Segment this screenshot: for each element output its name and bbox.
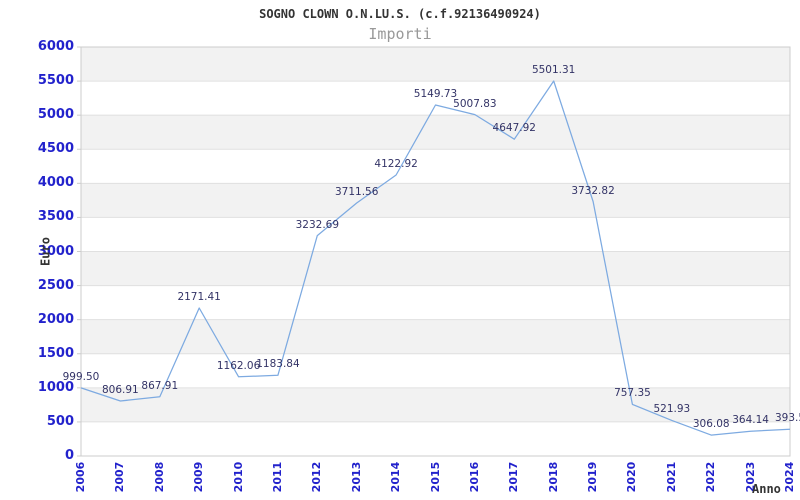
y-tick-label: 2000 <box>37 311 74 327</box>
data-label: 5501.31 <box>531 63 576 76</box>
x-tick-label: 2013 <box>349 461 363 493</box>
data-label: 757.35 <box>614 387 651 400</box>
data-label: 2171.41 <box>177 290 221 303</box>
y-tick-label: 3000 <box>37 243 74 259</box>
chart-title: SOGNO CLOWN O.N.LU.S. (c.f.92136490924) <box>259 7 541 21</box>
data-label: 521.93 <box>653 403 691 416</box>
grid-band <box>81 115 790 150</box>
x-tick-label: 2021 <box>664 461 678 493</box>
data-label: 3232.69 <box>295 218 340 231</box>
x-tick-label: 2016 <box>467 461 481 493</box>
y-tick-label: 6000 <box>37 39 74 54</box>
grid-band <box>81 387 790 422</box>
x-tick-label: 2009 <box>192 461 206 493</box>
grid-band <box>81 319 790 354</box>
x-tick-label: 2007 <box>113 461 127 493</box>
data-label: 4122.92 <box>374 157 418 170</box>
y-tick-label: 2500 <box>37 277 74 293</box>
chart-subtitle: Importi <box>368 25 432 43</box>
data-label: 999.50 <box>62 370 100 383</box>
x-tick-label: 2008 <box>152 461 166 493</box>
x-tick-label: 2020 <box>625 461 639 493</box>
x-tick-label: 2015 <box>428 461 442 493</box>
y-tick-label: 3500 <box>37 209 74 225</box>
data-label: 3732.82 <box>571 184 615 197</box>
data-label: 4647.92 <box>492 122 536 135</box>
y-tick-label: 1000 <box>37 379 74 395</box>
y-tick-label: 500 <box>46 413 74 429</box>
y-tick-label: 1500 <box>37 345 74 361</box>
data-label: 1162.06 <box>216 359 261 372</box>
grid-band <box>81 183 790 218</box>
y-axis-title: Euro <box>38 237 53 266</box>
data-label: 5149.73 <box>413 87 458 100</box>
data-label: 1183.84 <box>256 358 300 371</box>
x-tick-label: 2010 <box>231 461 245 493</box>
y-tick-label: 5000 <box>37 107 74 123</box>
data-label: 306.08 <box>692 418 730 431</box>
x-axis-title: Anno <box>752 482 781 496</box>
x-tick-label: 2019 <box>586 461 600 493</box>
x-tick-label: 2012 <box>310 461 324 493</box>
x-tick-label: 2011 <box>270 461 284 493</box>
x-tick-label: 2017 <box>507 461 521 493</box>
y-tick-label: 4500 <box>37 141 74 157</box>
data-label: 5007.83 <box>453 97 497 110</box>
y-tick-label: 0 <box>64 448 74 463</box>
data-label: 3711.56 <box>335 185 379 198</box>
series-line <box>80 80 791 436</box>
data-label: 364.14 <box>732 414 769 427</box>
x-tick-label: 2014 <box>389 461 403 493</box>
y-tick-label: 5500 <box>37 73 74 89</box>
x-tick-label: 2018 <box>546 461 560 493</box>
data-label: 393.5 <box>774 412 800 425</box>
plot-border <box>80 46 791 457</box>
data-label: 806.91 <box>102 383 139 396</box>
y-tick-label: 4000 <box>37 175 74 191</box>
grid-band <box>81 47 790 82</box>
x-tick-label: 2024 <box>783 461 796 493</box>
x-tick-label: 2006 <box>74 461 87 493</box>
grid-band <box>81 251 790 286</box>
data-label: 867.91 <box>141 379 179 392</box>
x-tick-label: 2022 <box>704 461 718 493</box>
